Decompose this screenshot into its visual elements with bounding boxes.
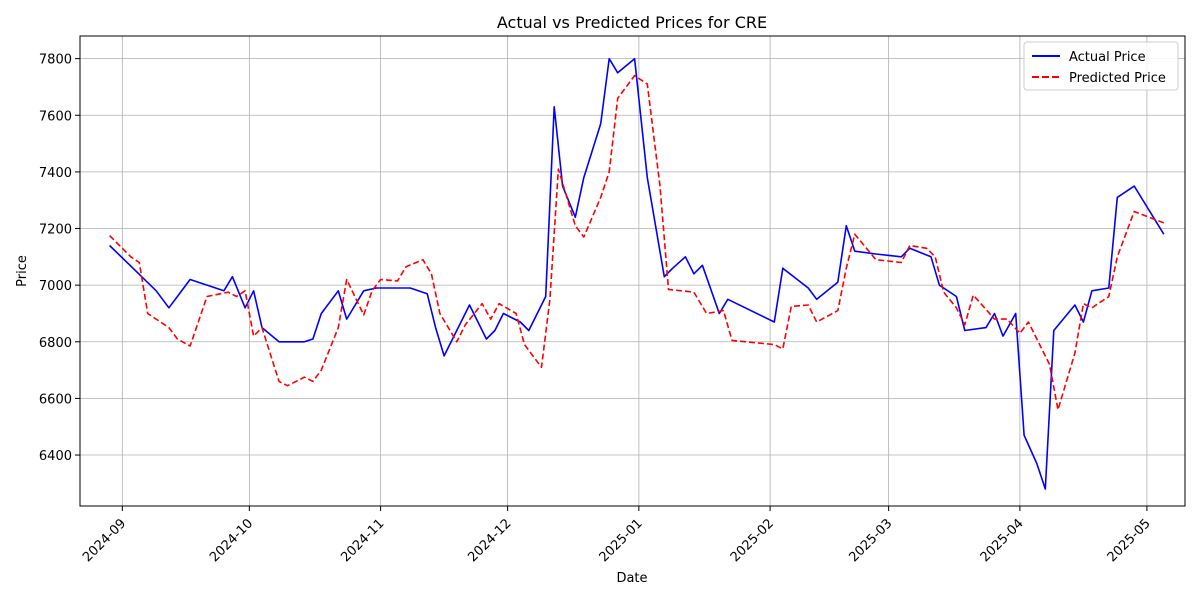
x-tick-label: 2025-03: [846, 516, 895, 565]
grid-lines: [80, 36, 1185, 506]
y-tick-label: 7800: [39, 53, 72, 68]
y-axis-label: Price: [15, 255, 30, 287]
legend-box: [1023, 41, 1179, 91]
legend-label-actual: Actual Price: [1069, 50, 1146, 65]
y-axis-ticks: 6400 6600 6800 7000 7200 7400 7600 7800: [39, 53, 80, 464]
x-tick-label: 2025-05: [1105, 516, 1154, 565]
predicted-price-line: [109, 74, 1165, 411]
x-tick-label: 2025-01: [597, 516, 646, 565]
y-tick-label: 7000: [39, 279, 72, 294]
y-tick-label: 6600: [39, 392, 72, 407]
x-tick-label: 2024-11: [338, 516, 387, 565]
legend-label-predicted: Predicted Price: [1069, 71, 1166, 86]
x-tick-label: 2025-04: [978, 516, 1027, 565]
y-tick-label: 6800: [39, 336, 72, 351]
y-tick-label: 6400: [39, 449, 72, 464]
x-tick-label: 2025-02: [728, 516, 777, 565]
y-tick-label: 7200: [39, 223, 72, 238]
x-axis-ticks: 2024-09 2024-10 2024-11 2024-12 2025-01 2025-…: [80, 506, 1154, 565]
y-tick-label: 7400: [39, 166, 72, 181]
x-tick-label: 2024-12: [465, 516, 514, 565]
actual-price-line: [109, 57, 1165, 490]
x-axis-label: Date: [616, 571, 647, 586]
x-tick-label: 2024-10: [207, 516, 256, 565]
legend: Actual Price Predicted Price: [1023, 41, 1179, 91]
x-tick-label: 2024-09: [80, 516, 129, 565]
plot-frame: [79, 35, 1186, 507]
y-tick-label: 7600: [39, 109, 72, 124]
chart-title: Actual vs Predicted Prices for CRE: [497, 13, 767, 32]
series-lines: [109, 57, 1165, 490]
